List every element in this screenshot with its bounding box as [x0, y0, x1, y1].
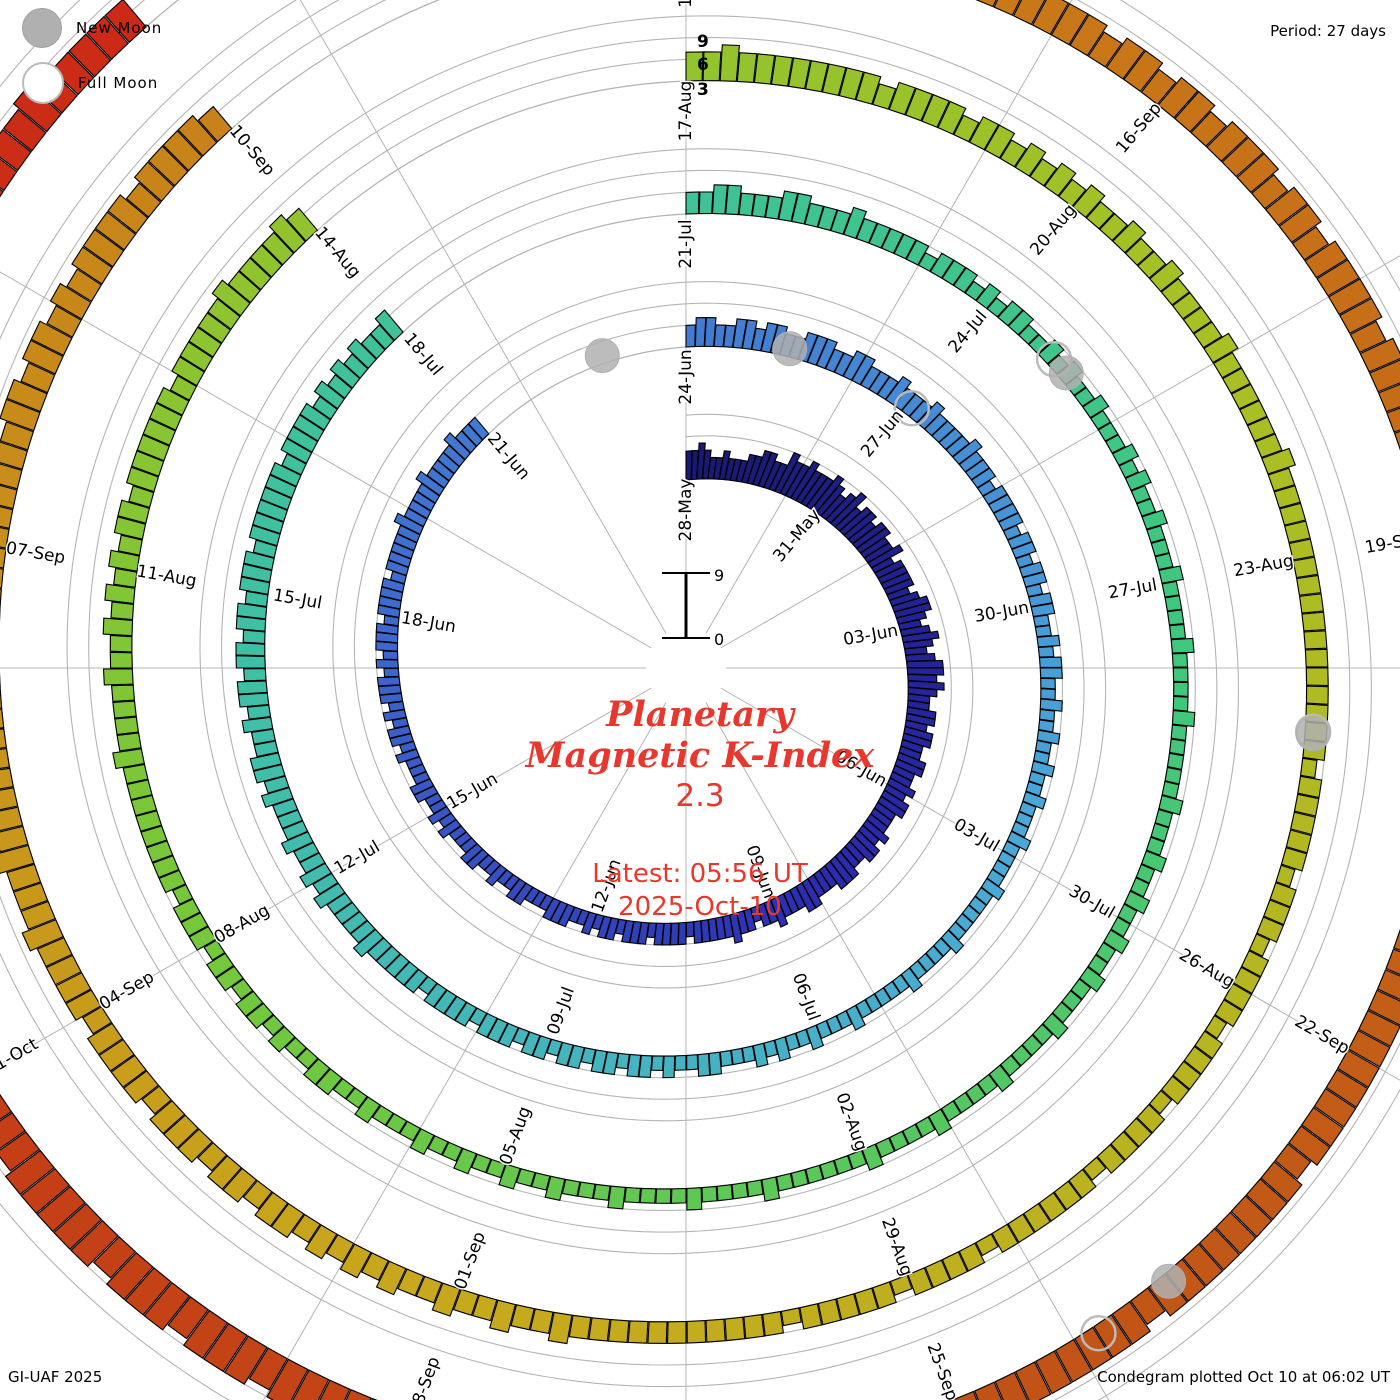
- date-label: 27-Jul: [1107, 575, 1159, 603]
- date-label: 01-Oct: [0, 1034, 42, 1080]
- date-label: 25-Sep: [923, 1340, 962, 1400]
- legend-new-moon-label: New Moon: [76, 19, 163, 37]
- date-label: 22-Sep: [1291, 1012, 1353, 1059]
- date-label: 23-Aug: [1232, 551, 1295, 581]
- chart-title: Planetary Magnetic K-Index: [0, 694, 1400, 776]
- date-label: 06-Jul: [788, 970, 824, 1023]
- scale-bar-min-label: 0: [714, 630, 725, 649]
- filled-circle-icon: [22, 8, 62, 48]
- ring-tick-9: 9: [697, 32, 709, 52]
- credit-label: GI-UAF 2025: [8, 1368, 103, 1386]
- legend-full-moon-label: Full Moon: [78, 74, 159, 92]
- date-label: 24-Jul: [945, 307, 992, 358]
- date-label: 03-Jul: [950, 815, 1003, 857]
- date-label: 28-Sep: [405, 1354, 444, 1400]
- date-label: 05-Aug: [496, 1104, 536, 1168]
- date-label: 11-Aug: [135, 561, 198, 591]
- date-label: 20-Aug: [1026, 200, 1080, 259]
- moon-markers-layer: [584, 331, 1332, 1352]
- date-label: 28-May: [676, 479, 696, 542]
- latest-date: 2025-Oct-10: [618, 892, 782, 922]
- scale-bar-max-label: 9: [714, 566, 725, 585]
- date-label: 03-Jun: [842, 621, 900, 650]
- center-scale-bar: [662, 572, 710, 639]
- date-label: 27-Jun: [857, 406, 908, 461]
- date-label: 10-Sep: [225, 121, 279, 180]
- date-label: 16-Sep: [1112, 99, 1166, 158]
- date-label: 18-Jun: [400, 608, 458, 637]
- open-circle-icon: [22, 62, 64, 104]
- chart-title-line2: Magnetic K-Index: [525, 735, 875, 776]
- ring-tick-6: 6: [697, 55, 709, 75]
- date-label: 29-Aug: [877, 1215, 917, 1279]
- period-label: Period: 27 days: [1270, 22, 1386, 40]
- latest-timestamp: Latest: 05:56 UT 2025-Oct-10: [0, 858, 1400, 924]
- date-label: 07-Sep: [4, 538, 66, 568]
- ring-tick-3: 3: [697, 80, 709, 100]
- date-label: 21-Jun: [483, 429, 534, 484]
- date-label: 17-Aug: [676, 81, 696, 142]
- date-label: 01-Sep: [451, 1229, 490, 1292]
- date-label: 21-Jul: [676, 219, 696, 268]
- date-label: 14-Aug: [310, 223, 364, 282]
- date-label: 19-Sep: [1363, 528, 1400, 558]
- plotted-timestamp-label: Condegram plotted Oct 10 at 06:02 UT: [1097, 1368, 1390, 1386]
- legend-new-moon: New Moon: [22, 8, 162, 48]
- date-label: 09-Jul: [543, 984, 579, 1037]
- latest-time: Latest: 05:56 UT: [592, 859, 808, 889]
- date-label: 04-Sep: [96, 967, 158, 1014]
- date-label: 24-Jun: [676, 349, 696, 404]
- legend-full-moon: Full Moon: [22, 62, 158, 104]
- date-label: 18-Jul: [399, 329, 446, 380]
- date-label: 02-Aug: [831, 1090, 871, 1154]
- latest-k-index-value: 2.3: [675, 778, 725, 814]
- date-label: 13-Sep: [676, 0, 696, 8]
- date-label: 31-May: [769, 505, 825, 566]
- date-label: 26-Aug: [1176, 945, 1238, 993]
- date-label: 15-Jul: [272, 585, 324, 613]
- chart-title-line1: Planetary: [606, 694, 794, 735]
- date-label: 30-Jun: [973, 598, 1031, 627]
